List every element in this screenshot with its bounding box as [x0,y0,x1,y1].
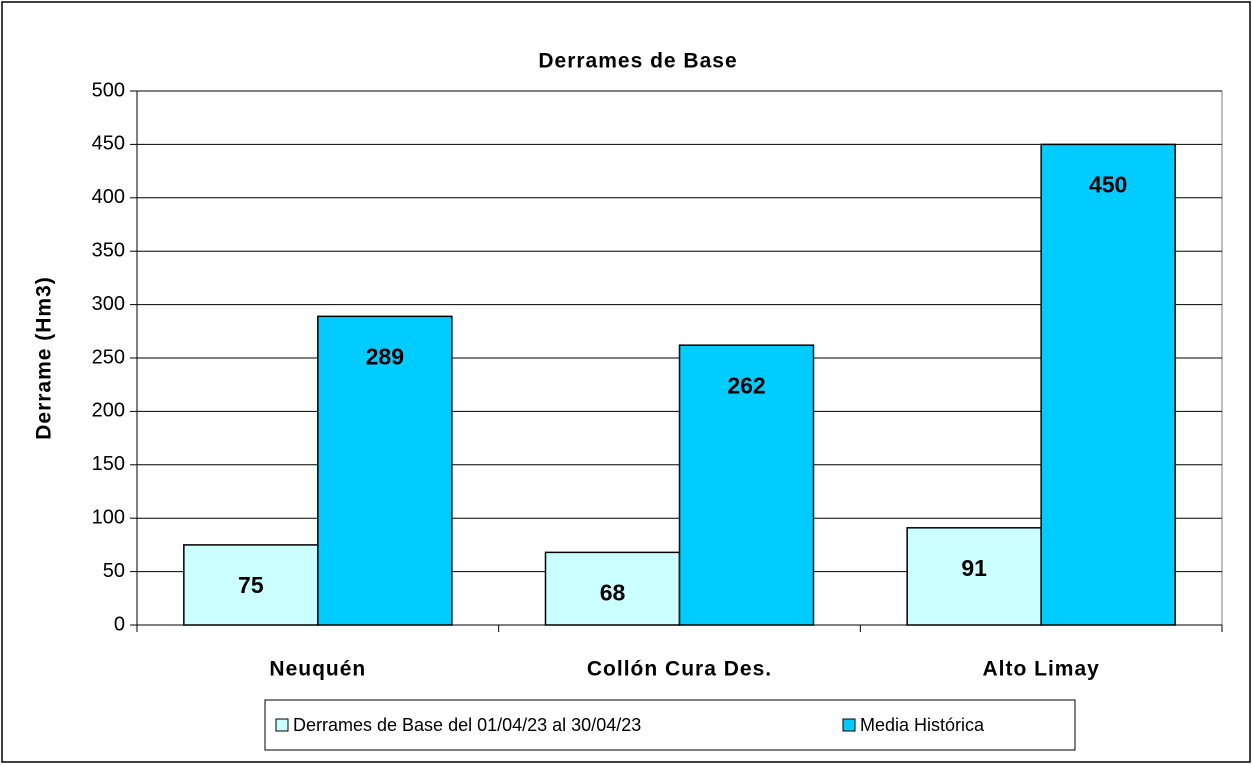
legend-label: Derrames de Base del 01/04/23 al 30/04/2… [293,715,641,735]
x-tick-label: Collón Cura Des. [587,658,772,681]
bar [183,544,319,626]
legend-label: Media Histórica [860,715,985,735]
y-tick-label: 500 [92,79,125,101]
y-tick-label: 450 [92,133,125,155]
bar [544,551,681,626]
legend-swatch [842,718,856,732]
y-tick-label: 400 [92,186,125,208]
y-tick-label: 0 [114,613,125,635]
y-tick-label: 50 [103,560,125,582]
bar [678,344,815,626]
y-tick-label: 250 [92,346,125,368]
value-label: 289 [366,343,404,369]
y-tick-label: 300 [92,293,125,315]
value-label: 450 [1089,171,1127,197]
value-label: 91 [961,555,987,581]
value-label: 75 [238,572,264,598]
legend-box [264,699,1076,751]
value-label: 262 [727,372,765,398]
bar [317,315,453,626]
y-axis-label: Derrame (Hm3) [33,276,56,440]
value-label: 68 [600,579,626,605]
y-tick-label: 100 [92,506,125,528]
bar [1040,143,1176,626]
x-tick-label: Neuquén [269,658,366,681]
y-tick-label: 150 [92,453,125,475]
chart-title: Derrames de Base [538,50,737,73]
bar [906,527,1042,626]
legend-swatch [275,718,289,732]
x-tick-label: Alto Limay [982,658,1099,681]
y-tick-label: 200 [92,400,125,422]
y-tick-label: 350 [92,239,125,261]
